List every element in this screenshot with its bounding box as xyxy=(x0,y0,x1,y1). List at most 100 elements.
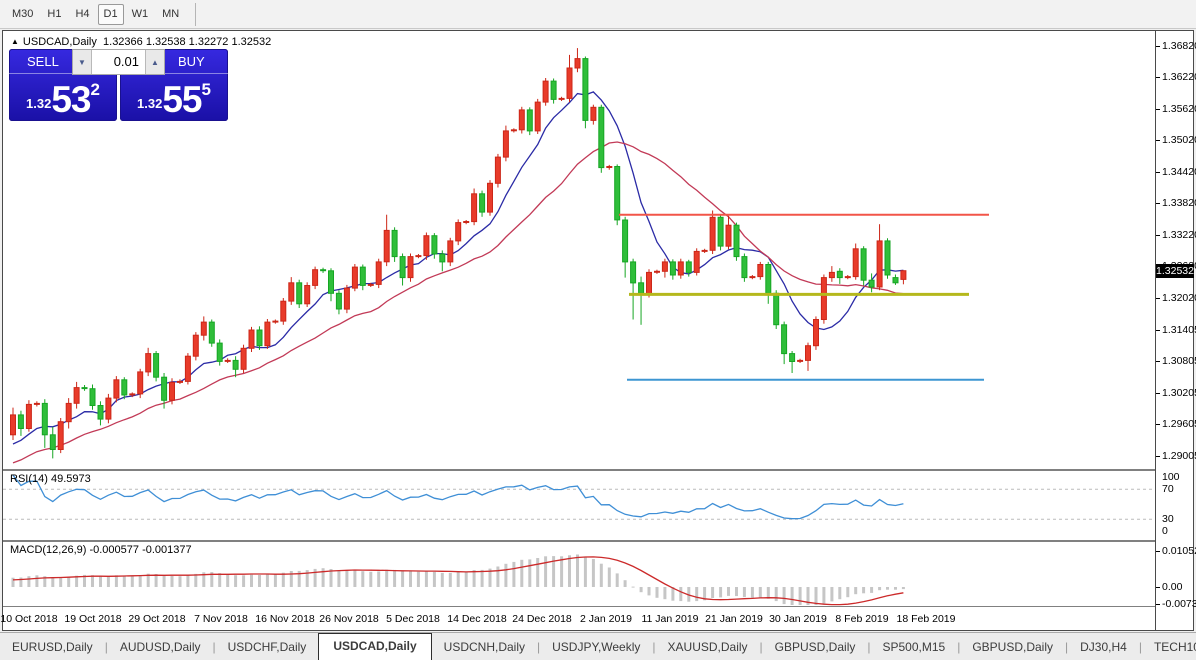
time-axis-label: 10 Oct 2018 xyxy=(0,613,58,625)
tab-usdcad-daily[interactable]: USDCAD,Daily xyxy=(318,633,432,660)
candle-body xyxy=(224,359,231,362)
macd-histogram-bar xyxy=(416,571,420,587)
volume-input[interactable]: 0.01 xyxy=(91,50,146,74)
candle-body xyxy=(526,109,533,132)
candle-body xyxy=(725,224,732,247)
timeframe-button-d1[interactable]: D1 xyxy=(97,3,124,25)
macd-histogram-bar xyxy=(242,575,246,587)
tab-gbpusd-daily[interactable]: GBPUSD,Daily xyxy=(774,640,856,654)
tab-separator: | xyxy=(537,640,541,654)
macd-histogram-bar xyxy=(106,576,110,587)
price-axis[interactable]: 1.32532 1.36820 1.36220 1.35620 1.35020 1.34… xyxy=(1155,31,1196,630)
macd-histogram-bar xyxy=(265,574,269,587)
candle-body xyxy=(733,224,740,258)
macd-histogram-bar xyxy=(719,587,723,598)
macd-histogram-bar xyxy=(568,555,571,587)
price-axis-label: 1.35020 xyxy=(1162,134,1196,146)
macd-histogram-bar xyxy=(313,568,317,587)
macd-histogram-bar xyxy=(607,567,611,587)
candle-body xyxy=(574,58,581,69)
candle-body xyxy=(25,403,32,429)
candle-body xyxy=(646,271,652,294)
buy-button[interactable]: BUY xyxy=(120,49,228,74)
tab-dj30-h4[interactable]: DJ30,H4 xyxy=(1080,640,1127,654)
candle-body xyxy=(169,381,175,401)
volume-increase-icon[interactable]: ▲ xyxy=(146,50,164,74)
timeframe-button-w1[interactable]: W1 xyxy=(131,8,149,20)
macd-histogram-bar xyxy=(846,587,850,598)
candle-body xyxy=(105,397,112,420)
chart-symbol-label: USDCAD,Daily xyxy=(22,36,97,48)
macd-histogram-bar xyxy=(321,568,325,587)
macd-histogram-bar xyxy=(91,575,94,587)
time-axis-label: 26 Nov 2018 xyxy=(319,613,379,625)
candle-body xyxy=(717,216,724,247)
candle-body xyxy=(264,321,271,347)
tab-audusd-daily[interactable]: AUDUSD,Daily xyxy=(119,640,201,654)
candle-body xyxy=(494,156,501,184)
collapse-panel-icon[interactable]: ▲ xyxy=(11,37,19,46)
candle-body xyxy=(145,353,152,373)
tab-usdchf-daily[interactable]: USDCHF,Daily xyxy=(227,640,307,654)
tab-eurusd-daily[interactable]: EURUSD,Daily xyxy=(12,640,93,654)
candle-body xyxy=(749,276,756,279)
macd-histogram-bar xyxy=(194,573,198,587)
timeframe-toolbar: M30 H1 H4 D1 W1 MN xyxy=(0,0,1196,29)
chart-canvas[interactable] xyxy=(3,31,1155,630)
candle-body xyxy=(216,342,223,362)
candle-body xyxy=(81,387,88,390)
candle-body xyxy=(399,256,406,279)
timeframe-button-m30[interactable]: M30 xyxy=(12,8,34,20)
candle-body xyxy=(177,380,183,383)
candle-body xyxy=(73,387,80,404)
price-axis-label: 1.33820 xyxy=(1162,197,1196,209)
macd-histogram-bar xyxy=(520,559,524,587)
macd-histogram-bar xyxy=(576,554,579,587)
ask-price[interactable]: 1.32 55 5 xyxy=(120,74,228,120)
timeframe-button-h4[interactable]: H4 xyxy=(75,8,90,20)
candle-body xyxy=(129,393,136,396)
timeframe-button-h1[interactable]: H1 xyxy=(47,8,62,20)
candle-body xyxy=(415,255,422,258)
tab-usdjpy-weekly[interactable]: USDJPY,Weekly xyxy=(552,640,641,654)
price-axis-label: 1.36220 xyxy=(1162,71,1196,83)
tab-gbpusd-daily[interactable]: GBPUSD,Daily xyxy=(972,640,1054,654)
candle-body xyxy=(598,106,605,169)
candle-body xyxy=(661,261,668,272)
time-axis[interactable]: 10 Oct 2018 19 Oct 2018 29 Oct 2018 7 Nov 2… xyxy=(0,607,1155,630)
macd-histogram-bar xyxy=(703,587,707,601)
macd-histogram-bar xyxy=(472,570,476,587)
macd-histogram-bar xyxy=(67,577,71,587)
macd-histogram-bar xyxy=(59,577,63,587)
candle-body xyxy=(49,434,56,450)
volume-decrease-icon[interactable]: ▼ xyxy=(73,50,91,74)
macd-histogram-bar xyxy=(122,575,126,587)
sell-button[interactable]: SELL xyxy=(9,49,73,74)
candle-body xyxy=(375,261,382,285)
macd-histogram-bar xyxy=(464,571,468,587)
time-axis-label: 30 Jan 2019 xyxy=(769,613,827,625)
tab-usdcnh-daily[interactable]: USDCNH,Daily xyxy=(443,640,526,654)
candle-body xyxy=(876,240,883,288)
rsi-line xyxy=(12,474,904,520)
macd-histogram-bar xyxy=(647,587,651,596)
bid-price[interactable]: 1.32 53 2 xyxy=(9,74,117,120)
tab-sp500-m15[interactable]: SP500,M15 xyxy=(882,640,946,654)
price-axis-label: 1.30805 xyxy=(1162,355,1196,367)
tab-tech100[interactable]: TECH100 xyxy=(1153,640,1196,654)
macd-histogram-bar xyxy=(289,571,293,587)
tab-xauusd-daily[interactable]: XAUUSD,Daily xyxy=(667,640,748,654)
timeframe-button-mn[interactable]: MN xyxy=(162,8,180,20)
candle-body xyxy=(622,219,629,263)
macd-label: MACD(12,26,9) -0.000577 -0.001377 xyxy=(10,544,192,556)
candle-body xyxy=(765,264,772,294)
macd-histogram-bar xyxy=(130,575,134,587)
macd-histogram-bar xyxy=(250,574,253,587)
macd-histogram-bar xyxy=(766,587,770,599)
macd-histogram-bar xyxy=(51,577,55,587)
price-axis-tick xyxy=(1156,172,1160,173)
macd-histogram-bar xyxy=(504,563,508,587)
rsi-axis-label: 100 xyxy=(1162,471,1180,483)
ask-pip-digit: 5 xyxy=(201,80,211,99)
macd-histogram-bar xyxy=(202,572,206,587)
